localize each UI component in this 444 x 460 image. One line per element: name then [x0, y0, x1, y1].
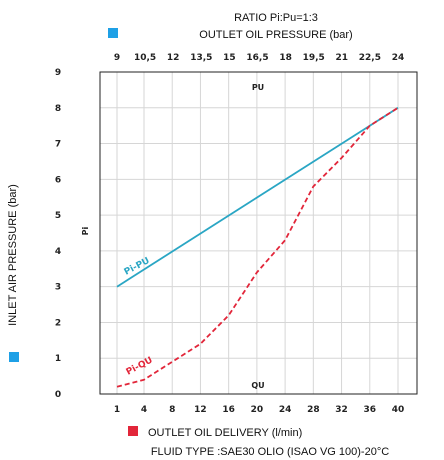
grid [100, 72, 417, 394]
fluid-type-footer: FLUID TYPE :SAE30 OLIO (ISAO VG 100)-20°… [151, 446, 389, 458]
y-axis-label: INLET AIR PRESSURE (bar) [7, 184, 19, 326]
top-axis-label: OUTLET OIL PRESSURE (bar) [199, 29, 352, 41]
chart-title: RATIO Pi:Pu=1:3 [234, 12, 318, 24]
x-tick-label: 12 [194, 405, 207, 415]
y-tick-label: 2 [55, 318, 61, 328]
series-line-0 [116, 107, 399, 288]
top-tick-label: 13,5 [190, 53, 212, 63]
top-tick-label: 21 [336, 53, 349, 63]
top-axis-marker [108, 28, 118, 38]
series-line-1 [116, 107, 399, 388]
top-tick-label: 16,5 [246, 53, 268, 63]
x-tick-label: 32 [335, 405, 348, 415]
x-tick-label: 24 [279, 405, 292, 415]
y-tick-label: 7 [55, 140, 61, 150]
top-tick-label: 24 [392, 53, 405, 63]
y-tick-label: 5 [55, 211, 61, 221]
x-tick-label: 8 [169, 405, 175, 415]
plot-frame [99, 71, 418, 395]
x-tick-label: 20 [251, 405, 264, 415]
x-tick-label: 40 [392, 405, 405, 415]
top-tick-label: 12 [167, 53, 180, 63]
y-tick-label: 4 [55, 247, 61, 257]
y-tick-label: 8 [55, 104, 61, 114]
x-tick-label: 36 [364, 405, 377, 415]
annotation-qu: QU [251, 381, 264, 390]
top-tick-label: 15 [223, 53, 236, 63]
left-axis-marker [9, 352, 19, 362]
top-tick-label: 22,5 [359, 53, 381, 63]
x-tick-label: 1 [114, 405, 120, 415]
top-tick-label: 19,5 [303, 53, 325, 63]
x-tick-label: 28 [307, 405, 320, 415]
series-layer [116, 107, 399, 388]
y-tick-label: 9 [55, 68, 61, 78]
y-tick-label: 6 [55, 175, 61, 185]
top-tick-labels: 9 10,5 12 13,5 15 16,5 18 19,5 21 22,5 24 [114, 53, 404, 63]
top-tick-label: 10,5 [134, 53, 156, 63]
top-tick-label: 18 [279, 53, 292, 63]
x-tick-label: 16 [222, 405, 235, 415]
x-tick-labels: 1 4 8 12 16 20 24 28 32 36 40 [114, 405, 404, 415]
y-tick-labels: 0 1 2 3 4 5 6 7 8 9 [55, 68, 61, 400]
annotation-pi: Pi [81, 226, 90, 235]
x-tick-label: 4 [141, 405, 147, 415]
y-tick-label: 1 [55, 354, 61, 364]
y-tick-label: 0 [55, 390, 61, 400]
bottom-axis-marker [128, 426, 138, 436]
x-axis-label: OUTLET OIL DELIVERY (l/min) [148, 427, 302, 439]
top-tick-label: 9 [114, 53, 120, 63]
y-tick-label: 3 [55, 283, 61, 293]
annotation-pu: PU [252, 83, 264, 92]
series-label-pi-qu: Pi-QU [125, 355, 155, 377]
